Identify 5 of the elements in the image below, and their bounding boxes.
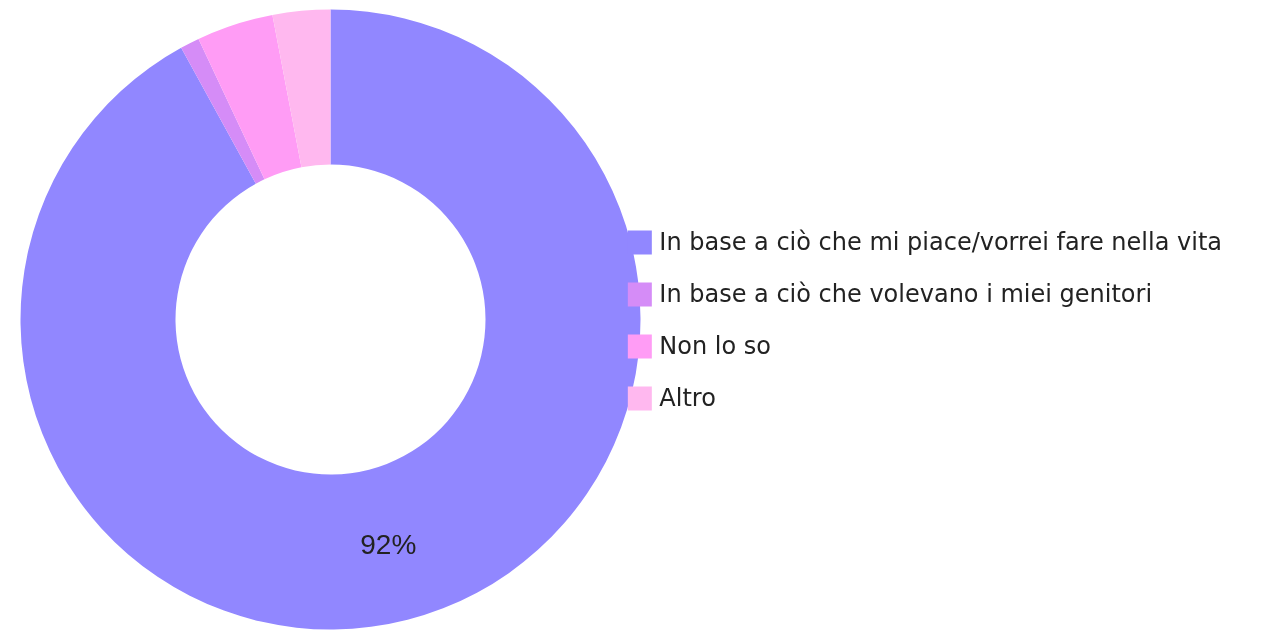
legend-label: In base a ciò che volevano i miei genitori	[659, 279, 1153, 308]
legend-label: Non lo so	[659, 331, 771, 360]
legend-label: Altro	[659, 383, 716, 412]
data-label: 92%	[360, 529, 417, 561]
legend-label: In base a ciò che mi piace/vorrei fare nella vita	[659, 227, 1222, 256]
